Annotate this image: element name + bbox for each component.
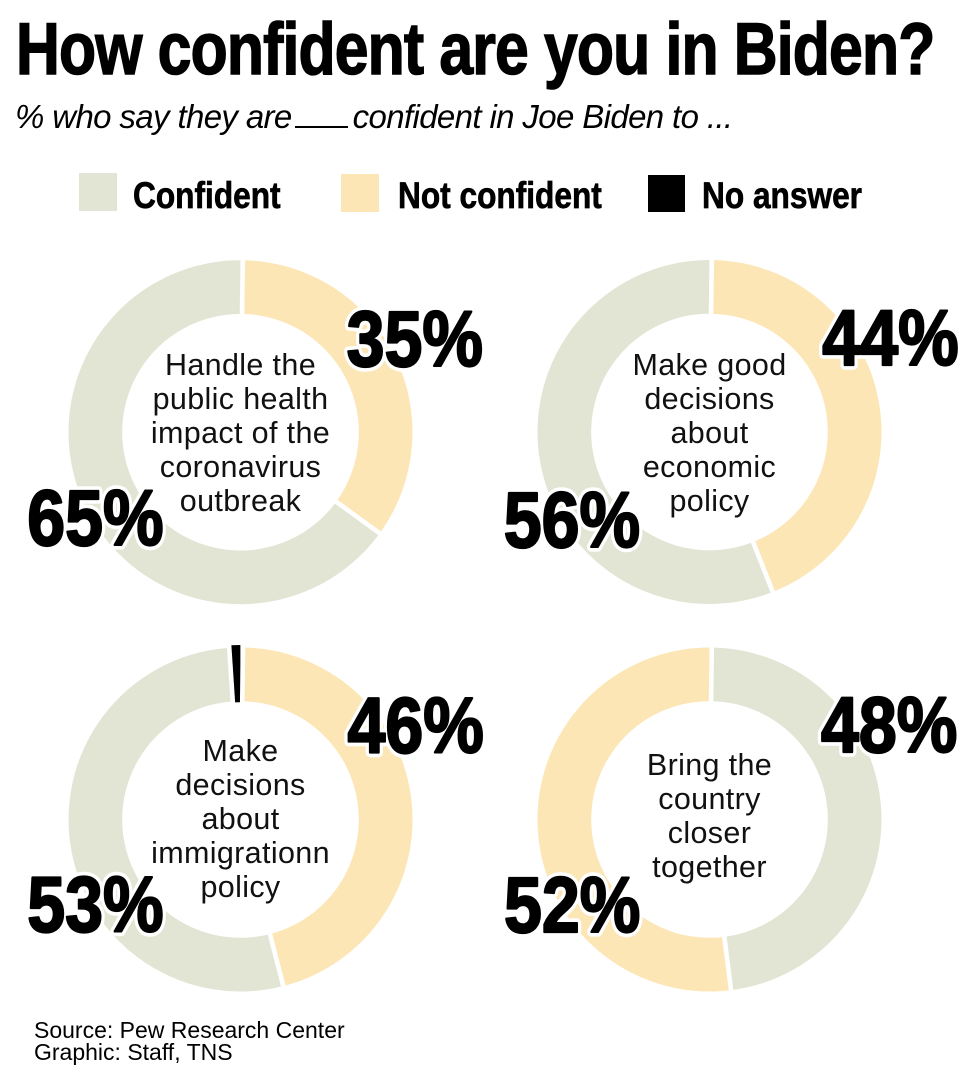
svg-text:48%: 48% <box>821 680 957 769</box>
svg-text:53%: 53% <box>27 860 163 949</box>
svg-text:46%: 46% <box>348 681 484 770</box>
svg-text:44%: 44% <box>822 293 958 382</box>
svg-text:56%: 56% <box>504 475 640 564</box>
svg-text:46%: 46% <box>348 681 484 770</box>
svg-text:65%: 65% <box>27 473 163 562</box>
svg-text:52%: 52% <box>504 860 640 949</box>
svg-text:53%: 53% <box>27 860 163 949</box>
svg-text:65%: 65% <box>27 473 163 562</box>
svg-text:56%: 56% <box>504 475 640 564</box>
svg-text:44%: 44% <box>822 293 958 382</box>
svg-text:35%: 35% <box>347 294 483 383</box>
svg-text:35%: 35% <box>347 294 483 383</box>
svg-text:52%: 52% <box>504 860 640 949</box>
svg-text:48%: 48% <box>821 680 957 769</box>
